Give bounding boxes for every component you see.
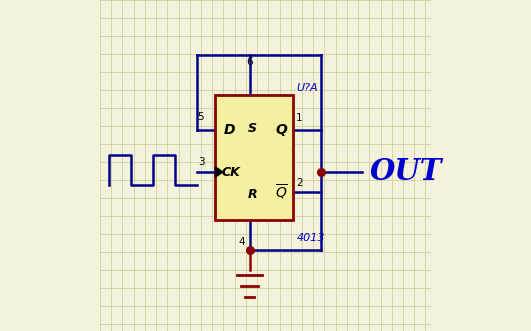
Text: 4: 4 — [239, 237, 245, 247]
Bar — [215, 95, 293, 220]
Text: S: S — [247, 121, 256, 134]
Text: 3: 3 — [198, 157, 204, 167]
Text: 5: 5 — [198, 112, 204, 122]
Text: OUT: OUT — [370, 158, 442, 186]
Text: U?A: U?A — [296, 83, 318, 93]
Text: D: D — [224, 123, 235, 137]
Text: 1: 1 — [296, 113, 303, 123]
Text: Q: Q — [275, 123, 287, 137]
Text: CK: CK — [221, 166, 240, 178]
Text: 2: 2 — [296, 178, 303, 188]
Polygon shape — [215, 167, 222, 177]
Text: 4013: 4013 — [296, 233, 325, 243]
Text: R: R — [247, 188, 258, 202]
Text: $\overline{Q}$: $\overline{Q}$ — [275, 182, 288, 202]
Text: 6: 6 — [246, 57, 253, 67]
